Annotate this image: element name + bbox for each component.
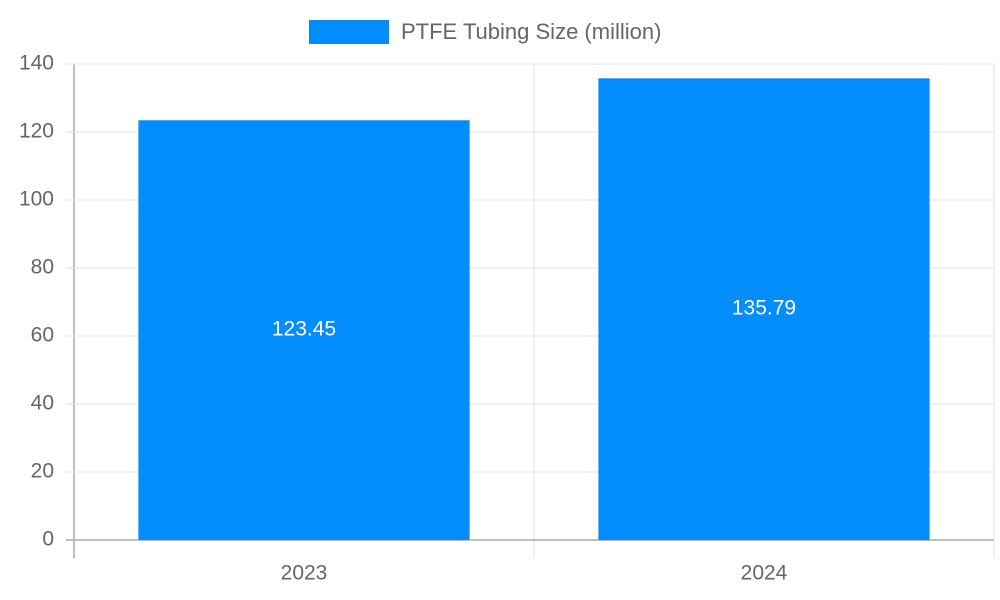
y-tick-label: 80 xyxy=(31,256,54,279)
y-tick-label: 140 xyxy=(19,52,54,75)
y-tick-label: 120 xyxy=(19,120,54,143)
x-tick-label: 2024 xyxy=(741,562,788,585)
data-label: 135.79 xyxy=(732,297,796,320)
y-tick-label: 40 xyxy=(31,392,54,415)
y-tick-label: 20 xyxy=(31,460,54,483)
y-tick-label: 60 xyxy=(31,324,54,347)
x-tick-label: 2023 xyxy=(281,562,328,585)
legend-swatch xyxy=(309,20,389,44)
legend-label: PTFE Tubing Size (million) xyxy=(401,19,661,44)
y-tick-label: 100 xyxy=(19,188,54,211)
y-tick-label: 0 xyxy=(42,528,54,551)
bar xyxy=(598,78,930,541)
bar xyxy=(138,120,470,541)
data-label: 123.45 xyxy=(272,318,336,341)
